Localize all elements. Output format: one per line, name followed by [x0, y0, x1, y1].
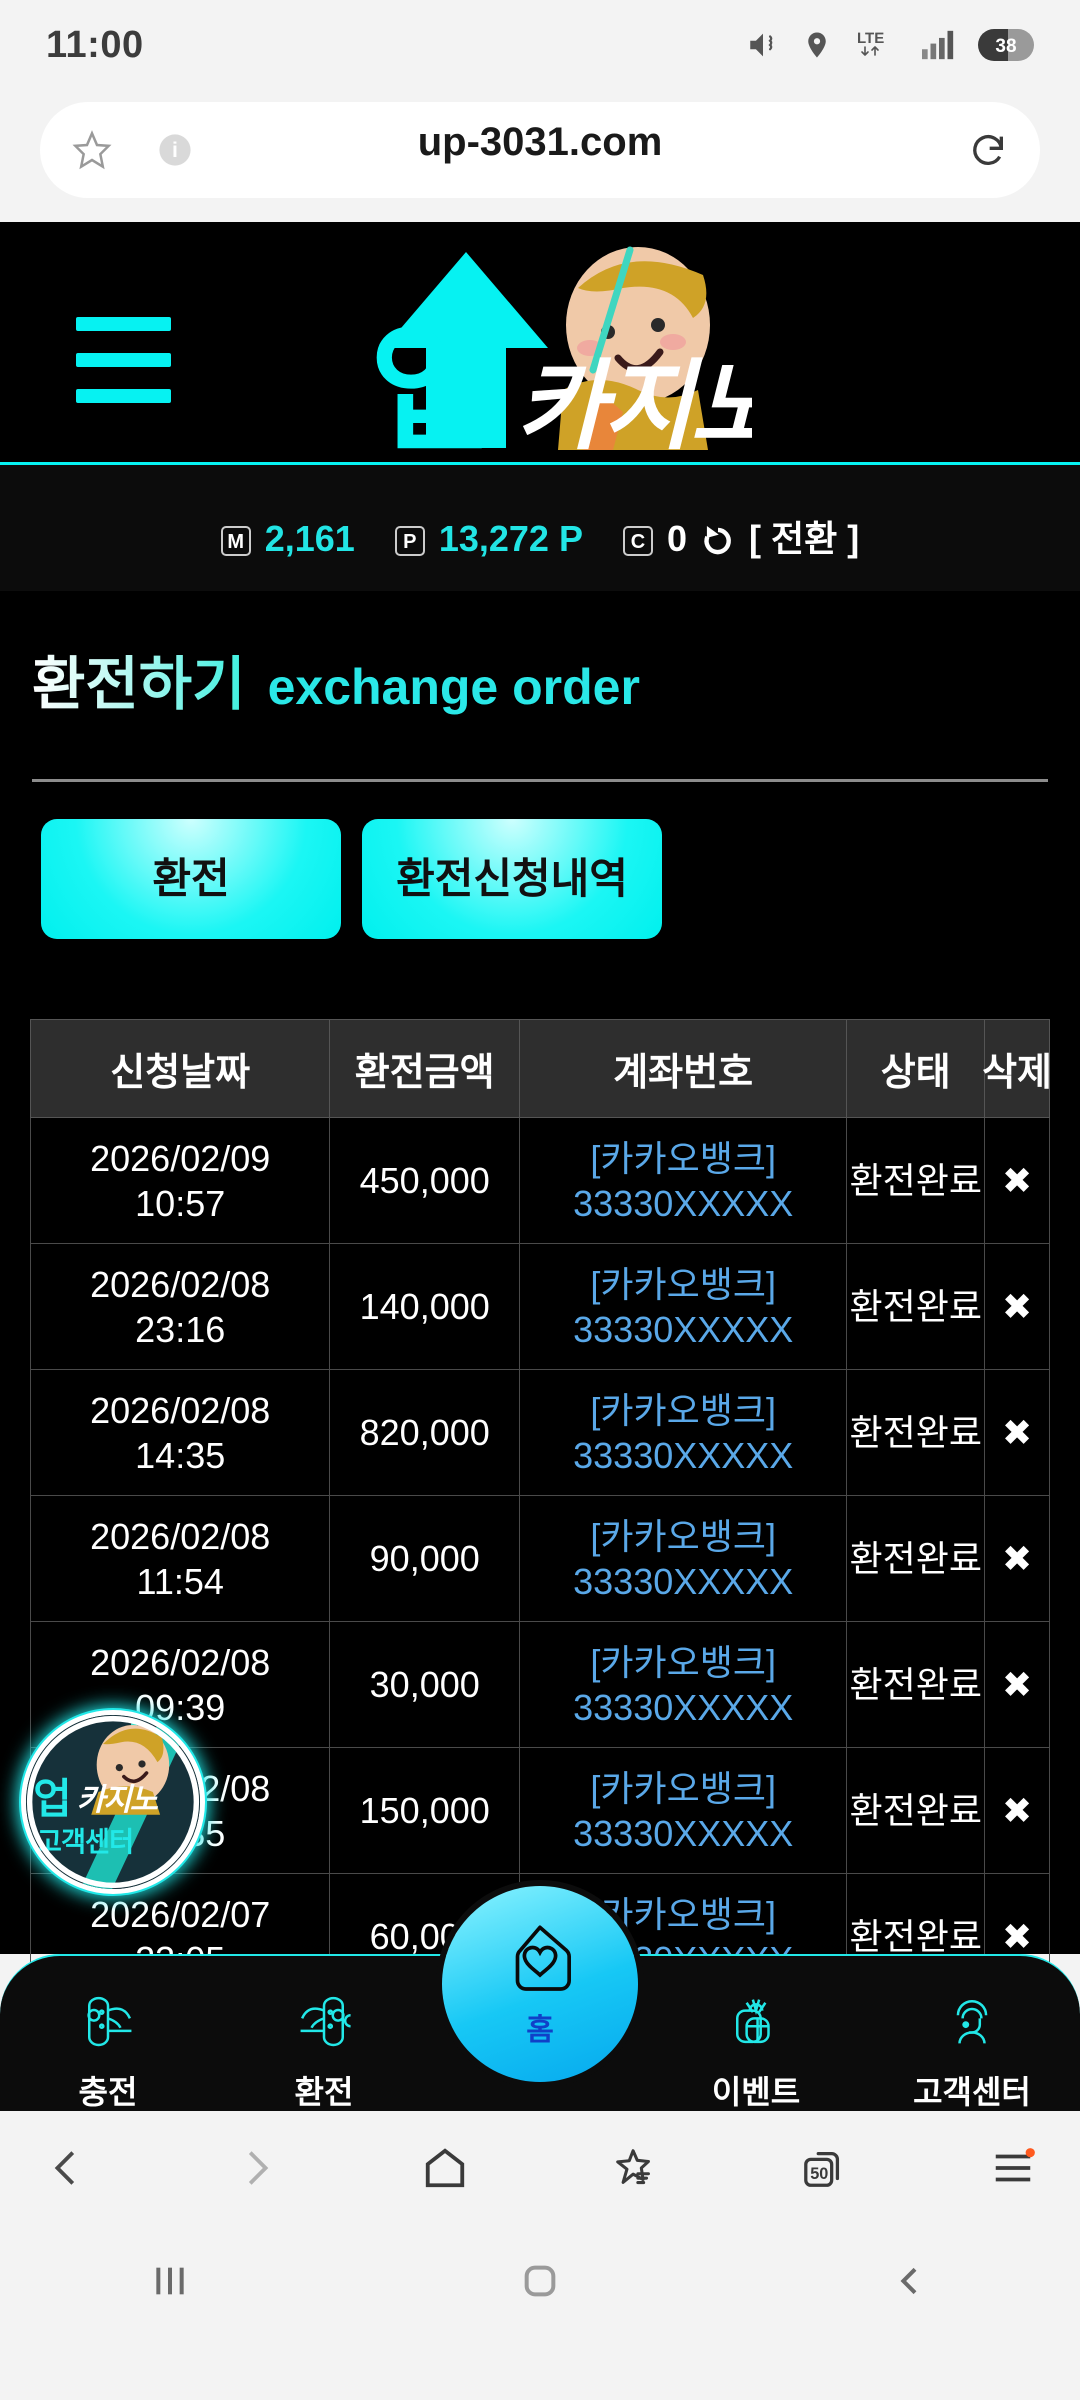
svg-text:업: 업 — [33, 1775, 69, 1822]
svg-text:고객센터: 고객센터 — [37, 1826, 133, 1857]
svg-text:카지노: 카지노 — [77, 1782, 159, 1817]
svg-text:38: 38 — [995, 36, 1016, 57]
svg-text:50: 50 — [810, 2165, 828, 2183]
svg-text:카지노: 카지노 — [516, 351, 752, 450]
svg-text:LTE: LTE — [857, 30, 884, 47]
svg-text:업: 업 — [370, 313, 491, 450]
